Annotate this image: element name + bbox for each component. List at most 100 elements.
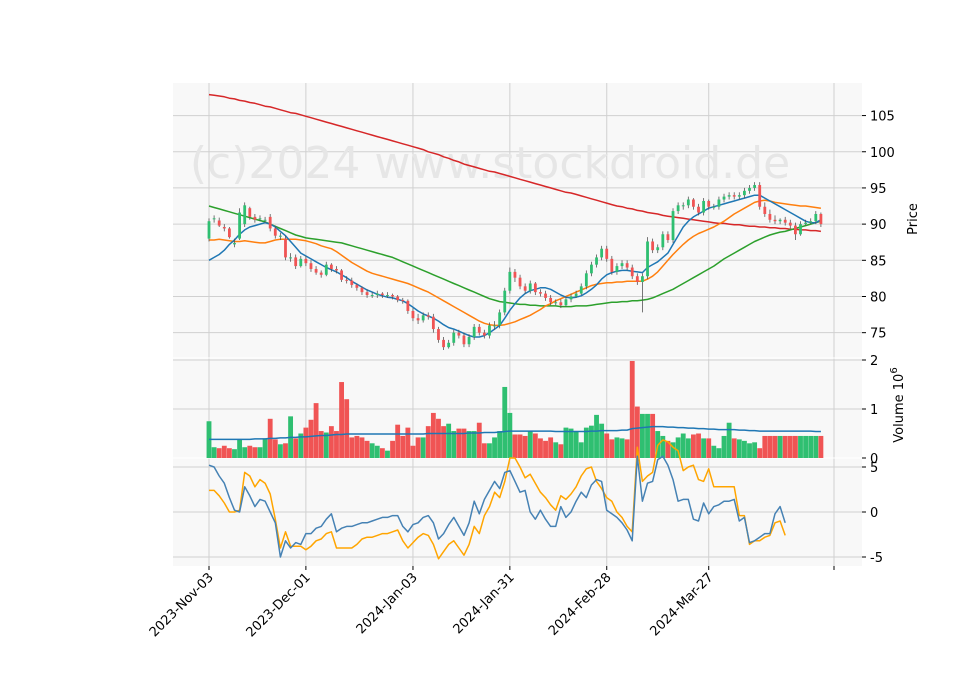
candle-body: [421, 315, 425, 321]
candle: [574, 290, 578, 298]
volume-bar: [446, 423, 452, 458]
volume-axis-label: Volume 106: [889, 367, 907, 442]
volume-bar: [568, 428, 574, 458]
volume-bar: [803, 435, 809, 458]
candle: [426, 312, 430, 320]
candle: [233, 238, 236, 248]
candle-body: [493, 325, 496, 327]
candle: [544, 290, 547, 301]
x-axis-tick-label: 2024-Jan-03: [354, 570, 421, 637]
volume-axis-tick-label: 2: [870, 354, 878, 369]
volume-bar: [461, 428, 467, 458]
candle: [289, 253, 292, 262]
candle: [375, 290, 379, 298]
candle-body: [768, 213, 772, 220]
volume-bar: [573, 431, 579, 458]
candle-body: [355, 284, 359, 288]
candle: [278, 232, 282, 241]
candle: [212, 215, 216, 223]
candle-body: [212, 218, 216, 220]
candle: [794, 222, 797, 241]
candle: [207, 218, 211, 242]
volume-bar: [650, 413, 656, 458]
chart-marks: [206, 93, 824, 560]
candle: [294, 254, 298, 269]
volume-bar: [589, 425, 594, 458]
candle-body: [375, 293, 379, 296]
candle-body: [299, 258, 303, 267]
volume-bar: [471, 431, 477, 458]
candle-body: [533, 283, 537, 293]
candle-body: [243, 205, 247, 225]
candle: [386, 292, 389, 298]
price-panel-bg: [173, 83, 862, 358]
osc-axis-tick-label: 0: [870, 506, 878, 521]
candle-body: [539, 292, 542, 294]
candle: [600, 245, 604, 261]
candle: [595, 254, 598, 268]
candle-body: [314, 268, 318, 273]
candle: [284, 235, 287, 261]
candle: [783, 216, 787, 226]
candle: [533, 282, 537, 296]
candle-body: [600, 248, 604, 258]
candle: [243, 202, 247, 228]
candle-body: [411, 310, 415, 319]
volume-bar: [614, 437, 620, 458]
watermark-layer: (c)2024 www.stockdroid.de: [190, 138, 790, 189]
candle: [263, 216, 267, 223]
volume-panel-bg: [173, 358, 862, 458]
oscillator-line-a: [208, 455, 786, 558]
candle-body: [819, 213, 823, 225]
candle: [503, 287, 507, 316]
candle: [579, 283, 583, 296]
x-axis-tick-label: 2024-Mar-27: [647, 570, 716, 639]
candle: [258, 215, 262, 222]
candle-body: [681, 205, 685, 207]
candle-body: [630, 267, 634, 277]
candle-body: [569, 296, 573, 300]
candle-body: [284, 238, 287, 258]
price-axis-tick-label: 75: [870, 327, 887, 342]
volume-bar: [257, 447, 263, 458]
candle-body: [651, 241, 655, 251]
volume-bar: [741, 440, 747, 458]
volume-bar: [497, 431, 503, 458]
candle-body: [431, 316, 435, 330]
volume-bar: [624, 439, 630, 458]
candle-body: [610, 258, 614, 272]
volume-bar: [762, 435, 768, 458]
volume-bar: [507, 412, 513, 458]
volume-bar: [211, 447, 217, 458]
volume-bar: [675, 437, 681, 458]
candle: [309, 260, 313, 272]
candle: [472, 323, 476, 340]
volume-bar: [339, 382, 345, 458]
candle-body: [278, 235, 282, 237]
candle-body: [671, 211, 675, 241]
candle-body: [783, 219, 787, 223]
candle-body: [319, 272, 323, 275]
candle: [248, 206, 252, 220]
volume-bar: [747, 443, 752, 458]
candle: [763, 202, 767, 217]
volume-bar: [364, 440, 370, 458]
candle-body: [737, 195, 741, 197]
oscillator-line-b: [209, 439, 786, 560]
candle: [722, 193, 726, 203]
candle: [753, 182, 757, 191]
candle: [584, 270, 588, 290]
volume-bar: [369, 443, 375, 458]
candle-body: [345, 279, 349, 281]
volume-bar: [690, 434, 696, 458]
candle: [299, 255, 303, 268]
candle: [727, 192, 731, 200]
candle-body: [477, 326, 481, 333]
volume-bar: [583, 427, 589, 458]
volume-bar: [283, 443, 288, 458]
candle-body: [518, 277, 522, 287]
volume-bar: [752, 442, 758, 458]
volume-bar: [226, 448, 232, 458]
candle-body: [503, 290, 507, 313]
candle: [217, 217, 221, 228]
